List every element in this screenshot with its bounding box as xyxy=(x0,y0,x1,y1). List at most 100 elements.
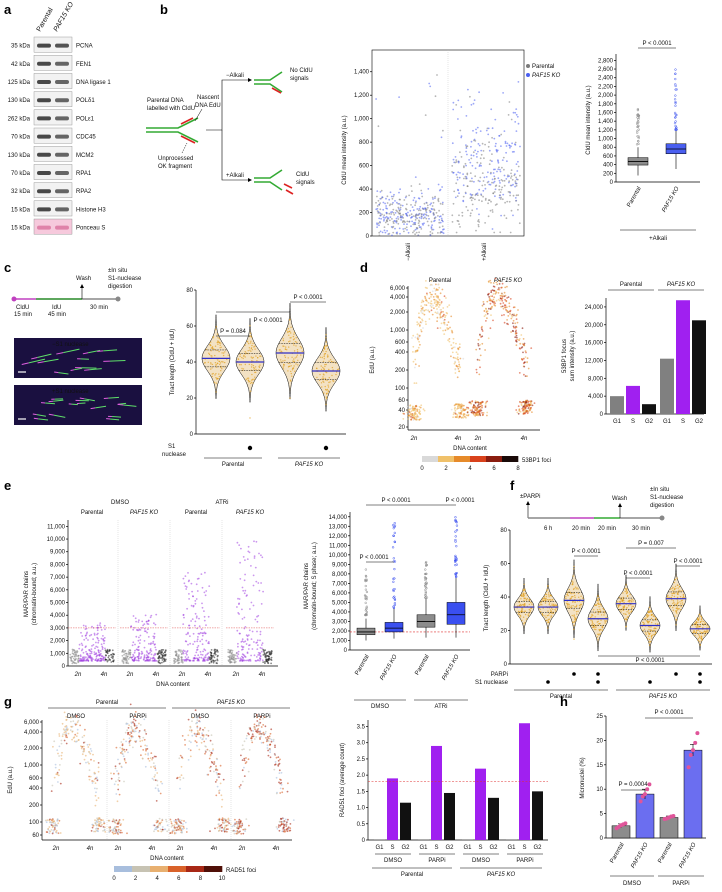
d-arch-parental-point xyxy=(447,321,450,324)
g-arch-0-point xyxy=(53,827,56,829)
e-scatter-point xyxy=(237,645,239,648)
d-arch-ko-point xyxy=(522,357,525,360)
b-scatter-point xyxy=(473,99,476,101)
b-scatter-point xyxy=(420,192,423,195)
d-arch-parental-point xyxy=(462,415,465,417)
e-box-ylabel-1: MAR/PAR chains xyxy=(304,563,310,609)
g-arch-1-point xyxy=(152,762,155,764)
f-group2: PAF15 KO xyxy=(649,694,678,700)
f-violin-2-point xyxy=(580,603,582,606)
f-violin-5-point xyxy=(646,616,649,618)
d-arch-ko-point xyxy=(475,368,478,371)
f-violin-2-point xyxy=(571,614,573,617)
d-arch-parental-point xyxy=(424,295,426,298)
d-arch-parental-point xyxy=(440,316,442,319)
c-violin-2-point xyxy=(290,332,292,334)
e-scatter-point xyxy=(135,659,138,662)
b-box-outlier xyxy=(674,104,677,107)
b-scatter-point xyxy=(474,140,477,142)
b-scatter-point xyxy=(429,203,432,206)
b-scatter-point xyxy=(391,218,393,220)
c-violin-0-point xyxy=(215,391,217,393)
d-arch-parental-point xyxy=(435,305,437,308)
e-scatter-point xyxy=(104,649,107,652)
b-scatter-point xyxy=(491,228,494,230)
d-arch-parental-point xyxy=(452,337,455,340)
b-scatter-point xyxy=(381,213,383,216)
f-violin-4-body xyxy=(615,574,637,631)
f-violin-ticklabel-4: 80 xyxy=(500,528,507,534)
b-box-outlier xyxy=(674,120,677,123)
g-arch-0-point xyxy=(61,751,63,754)
d-arch-ko-point xyxy=(501,314,503,317)
e-scatter-point xyxy=(174,658,177,660)
b-scatter-point xyxy=(463,177,465,180)
e-scatter-point xyxy=(71,655,73,658)
e-ticklabel-5: 5,000 xyxy=(50,601,66,607)
e-sub-0: Parental xyxy=(81,510,103,516)
e-box-p3: P < 0.0001 xyxy=(445,498,475,504)
c-violin-3-point xyxy=(320,382,323,384)
f-violin-7-point xyxy=(707,631,709,633)
d-ticklabel-4: 200 xyxy=(395,368,406,374)
g-arch-0-point xyxy=(56,772,59,775)
e-box-outlier xyxy=(393,531,396,535)
d-arch-parental-point xyxy=(456,408,458,410)
b-scatter-point xyxy=(493,191,496,193)
d-arch-parental-point xyxy=(435,288,438,290)
f-violin-5-point xyxy=(647,631,649,633)
d-arch-ko-point xyxy=(526,403,529,406)
b-scatter-point xyxy=(458,223,460,226)
b-scatter-point xyxy=(417,234,420,237)
c-violin-3-point xyxy=(325,350,327,353)
d-colorbar-cell xyxy=(424,456,427,462)
blot-band-ko-3 xyxy=(55,98,69,103)
e-scatter-point xyxy=(240,645,243,648)
b-scatter-point xyxy=(413,196,416,199)
d-arch-ko-point xyxy=(493,304,496,306)
d-colorbar-cell xyxy=(434,456,437,462)
fiber-idu-segment xyxy=(89,368,102,371)
b-scatter-point xyxy=(385,211,388,214)
c-violin-1-point xyxy=(254,366,257,368)
e-box-outlier xyxy=(364,584,367,588)
b-scatter-point xyxy=(498,179,501,182)
d-bar-xcat-1: S xyxy=(631,419,635,425)
e-scatter-point xyxy=(180,661,183,663)
b-scatter-ticklabel-3: 600 xyxy=(359,164,370,170)
f-violin-2-point xyxy=(567,603,569,605)
d-arch-parental-point xyxy=(455,351,458,354)
e-scatter-point xyxy=(145,620,148,623)
d-arch-ko-point xyxy=(484,406,487,408)
b-scatter-point xyxy=(397,218,400,220)
g-arch-1-point xyxy=(161,829,164,832)
e-box-outlier xyxy=(455,572,458,575)
g-arch-0-point xyxy=(54,822,57,825)
f-violin-0-point xyxy=(531,603,533,605)
c-violin-2-point xyxy=(294,370,296,372)
b-scatter-point xyxy=(515,194,518,197)
c-violin-3-point xyxy=(320,368,323,371)
f-violin-5-point xyxy=(649,626,651,628)
f-violin-1-point xyxy=(542,597,544,600)
f-insitu-3: digestion xyxy=(650,503,674,509)
b-scatter-point xyxy=(472,129,474,132)
b-scatter-point xyxy=(380,189,383,192)
f-violin-1-point xyxy=(548,618,551,620)
e-scatter-point xyxy=(260,603,263,605)
b-scatter-point xyxy=(432,212,435,215)
c-violin-0-point xyxy=(210,344,212,347)
b-scatter-point xyxy=(422,217,425,220)
g-arch-0-point xyxy=(64,730,67,733)
d-arch-ko-point xyxy=(524,356,527,358)
g-arch-0-point xyxy=(87,746,90,748)
blot-kda-9: 15 kDa xyxy=(11,207,31,213)
e-cond1: DMSO xyxy=(111,500,129,506)
b-scatter-point xyxy=(476,126,479,129)
g-arch-0-point xyxy=(51,819,54,821)
b-scatter-point xyxy=(491,136,493,139)
e-scatter-point xyxy=(82,656,84,659)
f-violin-1-point xyxy=(548,604,550,606)
b-scatter-point xyxy=(512,111,515,114)
c-violin-3-point xyxy=(328,377,330,379)
